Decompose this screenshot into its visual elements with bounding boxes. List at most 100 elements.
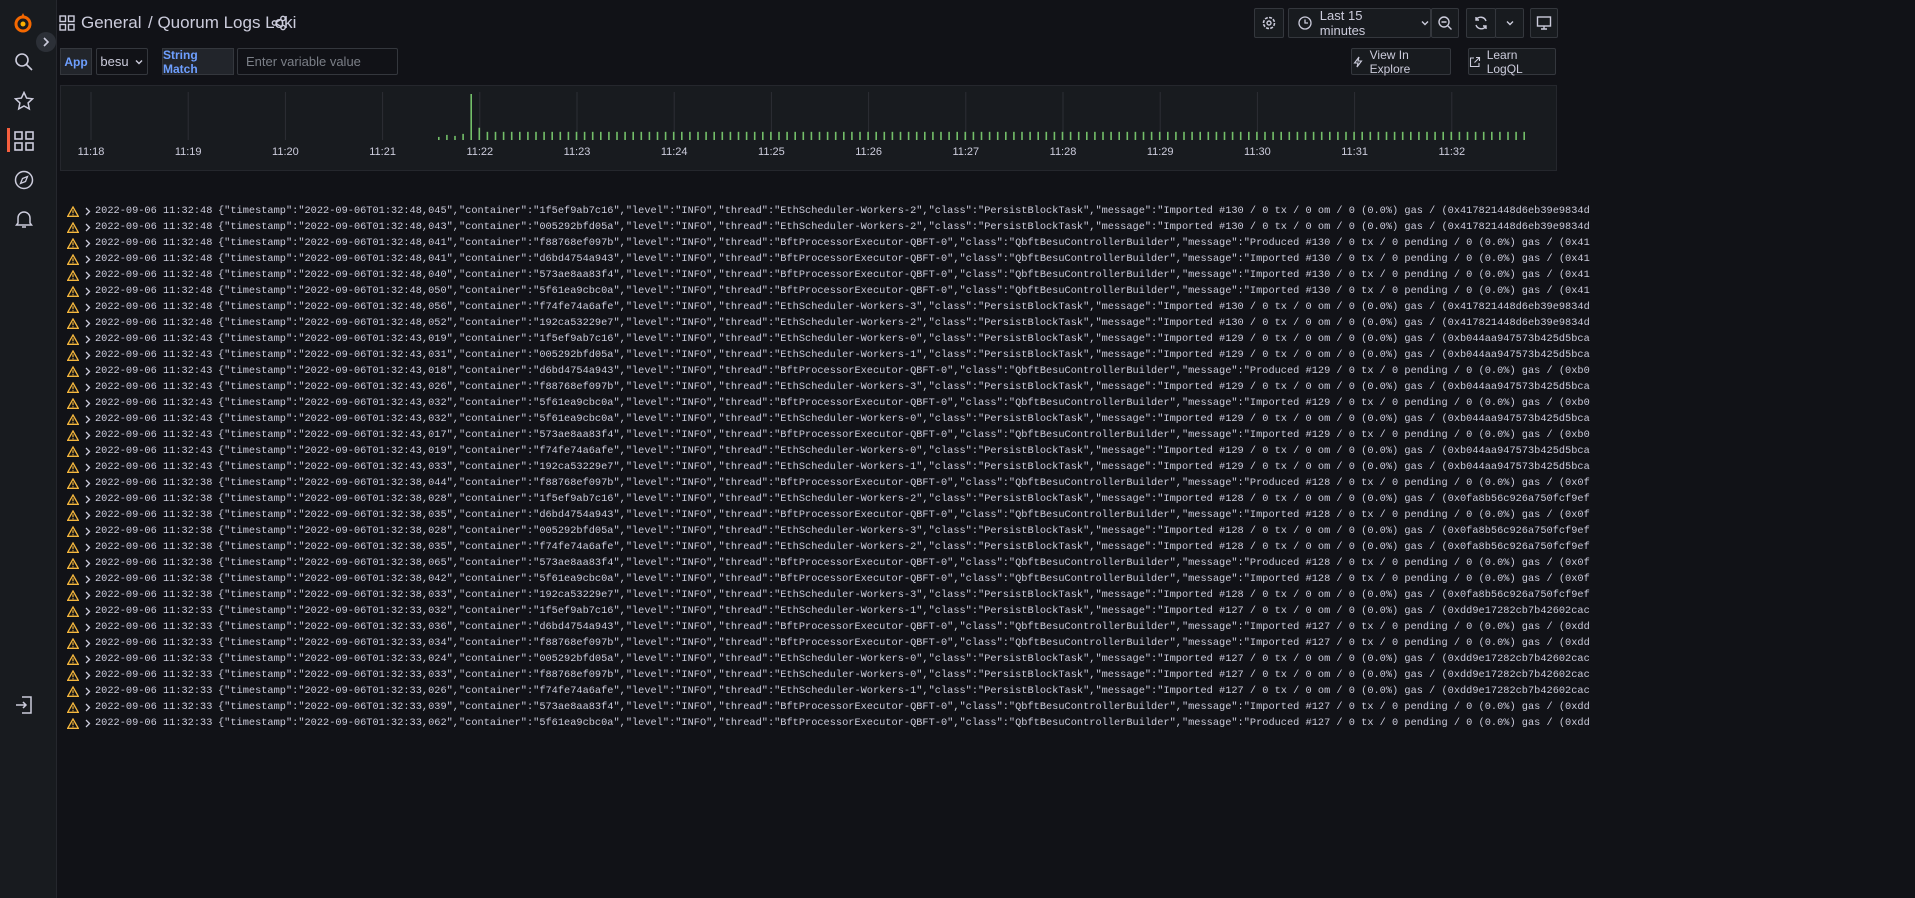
breadcrumb-folder[interactable]: General <box>81 13 142 32</box>
log-row[interactable]: 2022-09-06 11:32:43 {"timestamp":"2022-09… <box>60 443 1915 459</box>
log-row[interactable]: 2022-09-06 11:32:48 {"timestamp":"2022-09… <box>60 299 1915 315</box>
dashboards-icon[interactable] <box>14 131 34 151</box>
text-input[interactable]: Enter variable value <box>237 48 398 75</box>
refresh-button[interactable] <box>1466 8 1496 38</box>
expand-chevron[interactable] <box>84 303 92 312</box>
log-row[interactable]: 2022-09-06 11:32:33 {"timestamp":"2022-09… <box>60 699 1915 715</box>
time-picker[interactable]: Last 15 minutes <box>1288 8 1431 38</box>
learn-button[interactable]: Learn LogQL <box>1468 48 1556 76</box>
log-row[interactable]: 2022-09-06 11:32:43 {"timestamp":"2022-09… <box>60 411 1915 427</box>
log-row[interactable]: 2022-09-06 11:32:38 {"timestamp":"2022-09… <box>60 475 1915 491</box>
log-row[interactable]: 2022-09-06 11:32:33 {"timestamp":"2022-09… <box>60 683 1915 699</box>
expand-chevron[interactable] <box>84 447 92 456</box>
expand-chevron[interactable] <box>84 719 92 728</box>
expand-chevron[interactable] <box>84 671 92 680</box>
x-tick-label: 11:29 <box>1147 146 1174 158</box>
expand-chevron[interactable] <box>84 463 92 472</box>
explore-button[interactable]: View In Explore <box>1351 48 1451 76</box>
explore-icon[interactable] <box>14 170 34 190</box>
expand-chevron[interactable] <box>84 383 92 392</box>
expand-chevron[interactable] <box>84 639 92 648</box>
expand-chevron[interactable] <box>84 559 92 568</box>
log-row[interactable]: 2022-09-06 11:32:38 {"timestamp":"2022-09… <box>60 523 1915 539</box>
log-row[interactable]: 2022-09-06 11:32:48 {"timestamp":"2022-09… <box>60 251 1915 267</box>
log-row[interactable]: 2022-09-06 11:32:48 {"timestamp":"2022-09… <box>60 235 1915 251</box>
expand-chevron[interactable] <box>84 703 92 712</box>
log-line: {"timestamp":"2022-09-06T01:32:38,033","… <box>218 589 1590 601</box>
expand-chevron[interactable] <box>84 399 92 408</box>
refresh-interval[interactable] <box>1495 8 1524 38</box>
expand-chevron[interactable] <box>84 239 92 248</box>
volume-bar <box>624 131 626 140</box>
expand-chevron[interactable] <box>84 511 92 520</box>
volume-bar <box>640 131 643 140</box>
expand-chevron[interactable] <box>84 607 92 616</box>
expand-chevron[interactable] <box>84 351 92 360</box>
log-row[interactable]: 2022-09-06 11:32:43 {"timestamp":"2022-09… <box>60 347 1915 363</box>
log-row[interactable]: 2022-09-06 11:32:48 {"timestamp":"2022-09… <box>60 203 1915 219</box>
expand-chevron[interactable] <box>84 415 92 424</box>
log-row[interactable]: 2022-09-06 11:32:33 {"timestamp":"2022-09… <box>60 651 1915 667</box>
expand-chevron[interactable] <box>84 543 92 552</box>
alerting-icon[interactable] <box>14 209 34 229</box>
expand-chevron[interactable] <box>84 319 92 328</box>
search-icon[interactable] <box>14 52 34 72</box>
log-line: {"timestamp":"2022-09-06T01:32:33,024","… <box>218 653 1590 665</box>
share-icon[interactable] <box>271 15 287 31</box>
log-row[interactable]: 2022-09-06 11:32:48 {"timestamp":"2022-09… <box>60 267 1915 283</box>
expand-chevron[interactable] <box>84 687 92 696</box>
log-line: {"timestamp":"2022-09-06T01:32:33,034","… <box>218 637 1590 649</box>
tv-mode-button[interactable] <box>1530 8 1558 38</box>
expand-chevron[interactable] <box>84 335 92 344</box>
log-row[interactable]: 2022-09-06 11:32:38 {"timestamp":"2022-09… <box>60 507 1915 523</box>
expand-chevron[interactable] <box>84 271 92 280</box>
sign-in-icon[interactable] <box>14 695 34 715</box>
volume-bar <box>1523 131 1525 140</box>
expand-chevron[interactable] <box>84 207 92 216</box>
expand-chevron[interactable] <box>84 431 92 440</box>
x-tick-label: 11:18 <box>78 146 105 158</box>
log-row[interactable]: 2022-09-06 11:32:38 {"timestamp":"2022-09… <box>60 587 1915 603</box>
log-row[interactable]: 2022-09-06 11:32:33 {"timestamp":"2022-09… <box>60 667 1915 683</box>
log-row[interactable]: 2022-09-06 11:32:38 {"timestamp":"2022-09… <box>60 555 1915 571</box>
volume-bar <box>1037 131 1039 140</box>
log-row[interactable]: 2022-09-06 11:32:33 {"timestamp":"2022-09… <box>60 603 1915 619</box>
sidebar-toggle[interactable] <box>35 31 57 53</box>
log-time: 2022-09-06 11:32:43 <box>95 397 213 409</box>
log-row[interactable]: 2022-09-06 11:32:38 {"timestamp":"2022-09… <box>60 491 1915 507</box>
expand-chevron[interactable] <box>84 623 92 632</box>
log-row[interactable]: 2022-09-06 11:32:33 {"timestamp":"2022-09… <box>60 715 1915 731</box>
log-time: 2022-09-06 11:32:38 <box>95 493 213 505</box>
logo[interactable] <box>11 11 35 35</box>
log-row[interactable]: 2022-09-06 11:32:43 {"timestamp":"2022-09… <box>60 427 1915 443</box>
log-row[interactable]: 2022-09-06 11:32:38 {"timestamp":"2022-09… <box>60 571 1915 587</box>
settings-button[interactable] <box>1254 8 1284 38</box>
variable-select[interactable]: besu <box>96 48 148 75</box>
expand-chevron[interactable] <box>84 223 92 232</box>
expand-chevron[interactable] <box>84 479 92 488</box>
log-row[interactable]: 2022-09-06 11:32:43 {"timestamp":"2022-09… <box>60 459 1915 475</box>
log-row[interactable]: 2022-09-06 11:32:48 {"timestamp":"2022-09… <box>60 315 1915 331</box>
log-row[interactable]: 2022-09-06 11:32:43 {"timestamp":"2022-09… <box>60 395 1915 411</box>
expand-chevron[interactable] <box>84 527 92 536</box>
log-row[interactable]: 2022-09-06 11:32:43 {"timestamp":"2022-09… <box>60 363 1915 379</box>
log-row[interactable]: 2022-09-06 11:32:43 {"timestamp":"2022-09… <box>60 379 1915 395</box>
expand-chevron[interactable] <box>84 655 92 664</box>
expand-chevron[interactable] <box>84 367 92 376</box>
volume-bar <box>1256 131 1258 140</box>
volume-bar <box>656 131 659 140</box>
starred-icon[interactable] <box>14 91 34 111</box>
log-row[interactable]: 2022-09-06 11:32:48 {"timestamp":"2022-09… <box>60 219 1915 235</box>
zoom-out-button[interactable] <box>1431 8 1459 38</box>
log-row[interactable]: 2022-09-06 11:32:43 {"timestamp":"2022-09… <box>60 331 1915 347</box>
log-row[interactable]: 2022-09-06 11:32:33 {"timestamp":"2022-09… <box>60 635 1915 651</box>
expand-chevron[interactable] <box>84 255 92 264</box>
expand-chevron[interactable] <box>84 591 92 600</box>
expand-chevron[interactable] <box>84 287 92 296</box>
volume-bar <box>1410 131 1412 140</box>
log-row[interactable]: 2022-09-06 11:32:48 {"timestamp":"2022-09… <box>60 283 1915 299</box>
log-row[interactable]: 2022-09-06 11:32:33 {"timestamp":"2022-09… <box>60 619 1915 635</box>
log-row[interactable]: 2022-09-06 11:32:38 {"timestamp":"2022-09… <box>60 539 1915 555</box>
expand-chevron[interactable] <box>84 575 92 584</box>
expand-chevron[interactable] <box>84 495 92 504</box>
